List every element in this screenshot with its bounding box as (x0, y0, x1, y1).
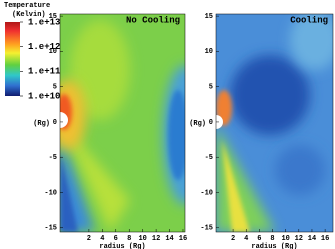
y-tick-label: 5 (209, 84, 213, 92)
colorbar-tick-label: 1.e+12 (28, 42, 60, 52)
x-tick-label: 14 (308, 235, 316, 243)
x-tick-label: 4 (100, 235, 104, 243)
panel-title: Cooling (290, 15, 328, 25)
y-tick-label: 15 (49, 13, 57, 21)
temperature-map (216, 14, 333, 232)
x-tick-label: 6 (257, 235, 261, 243)
x-axis-label: radius (Rg) (251, 243, 297, 249)
x-tick-label: 6 (114, 235, 118, 243)
x-tick-label: 2 (87, 235, 91, 243)
y-tick-label: -10 (200, 189, 213, 197)
x-tick-label: 12 (152, 235, 160, 243)
colorbar-tick-label: 1.e+13 (28, 17, 60, 27)
x-tick-label: 16 (179, 235, 187, 243)
y-tick-label: 5 (53, 84, 57, 92)
x-tick-label: 2 (231, 235, 235, 243)
x-tick-label: 16 (321, 235, 329, 243)
y-tick-label: -5 (49, 154, 57, 162)
y-axis-label: (Rg) (33, 120, 50, 128)
x-tick-label: 14 (165, 235, 173, 243)
y-tick-label: 15 (205, 13, 213, 21)
plot-frame (59, 13, 186, 233)
y-tick-label: 0 (209, 119, 213, 127)
y-axis-label: (Rg) (189, 120, 206, 128)
y-tick-label: -10 (44, 189, 57, 197)
y-tick-label: -15 (200, 225, 213, 233)
x-axis-label: radius (Rg) (99, 243, 145, 249)
temperature-map (60, 14, 185, 232)
colorbar-tick-label: 1.e+10 (28, 91, 60, 101)
y-tick-label: -5 (205, 154, 213, 162)
panel-title: No Cooling (126, 15, 180, 25)
colorbar-tick-label: 1.e+11 (28, 67, 61, 77)
y-tick-label: -15 (44, 225, 57, 233)
colorbar (5, 22, 20, 96)
plot-frame (215, 13, 334, 233)
y-tick-label: 10 (205, 48, 213, 56)
x-tick-label: 10 (138, 235, 146, 243)
y-tick-label: 0 (53, 119, 57, 127)
colorbar-unit: (Kelvin) (12, 11, 46, 19)
x-tick-label: 8 (270, 235, 274, 243)
x-tick-label: 4 (244, 235, 248, 243)
y-tick-label: 10 (49, 48, 57, 56)
x-tick-label: 10 (281, 235, 289, 243)
colorbar-title: Temperature (4, 2, 50, 10)
x-tick-label: 8 (127, 235, 131, 243)
x-tick-label: 12 (295, 235, 303, 243)
